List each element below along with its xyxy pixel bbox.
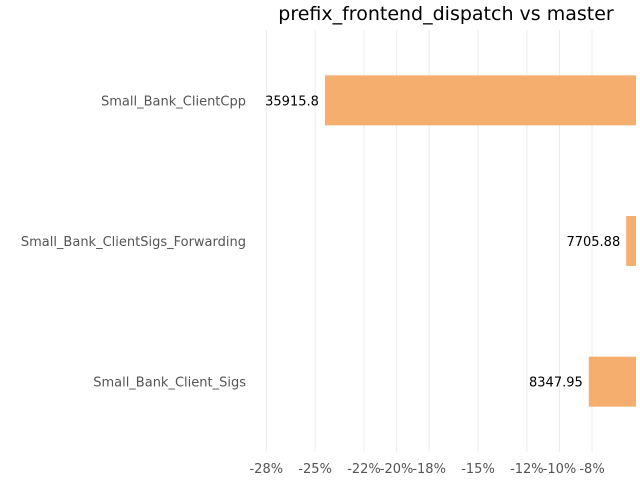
- y-category-label: Small_Bank_ClientSigs_Forwarding: [21, 235, 246, 250]
- bar: [324, 75, 636, 126]
- y-category-label: Small_Bank_Client_Sigs: [93, 376, 246, 391]
- x-axis-ticks: -28% -25% -22%-20%-18% -15% -12%-10% -8%: [249, 462, 604, 477]
- bar: [626, 216, 636, 266]
- y-axis-categories: Small_Bank_ClientCpp Small_Bank_ClientSig…: [21, 94, 246, 390]
- bar-value-label: 35915.8: [265, 94, 319, 109]
- x-tick-label: -12%: [510, 462, 544, 477]
- x-tick-label: -25%: [298, 462, 332, 477]
- x-tick-label: -18%: [412, 462, 446, 477]
- x-tick-label: -15%: [461, 462, 495, 477]
- x-tick-label: -10%: [543, 462, 577, 477]
- y-category-label: Small_Bank_ClientCpp: [101, 94, 246, 109]
- bars: [324, 75, 636, 407]
- bar-value-label: 7705.88: [566, 235, 620, 250]
- chart-title: prefix_frontend_dispatch vs master: [278, 3, 614, 25]
- bar-value-label: 8347.95: [529, 376, 583, 391]
- bar: [588, 356, 636, 407]
- x-tick-label: -8%: [579, 462, 604, 477]
- data-labels: 35915.8 7705.88 8347.95: [265, 94, 620, 390]
- x-tick-label: -28%: [249, 462, 283, 477]
- x-tick-label: -22%: [347, 462, 381, 477]
- x-tick-label: -20%: [380, 462, 414, 477]
